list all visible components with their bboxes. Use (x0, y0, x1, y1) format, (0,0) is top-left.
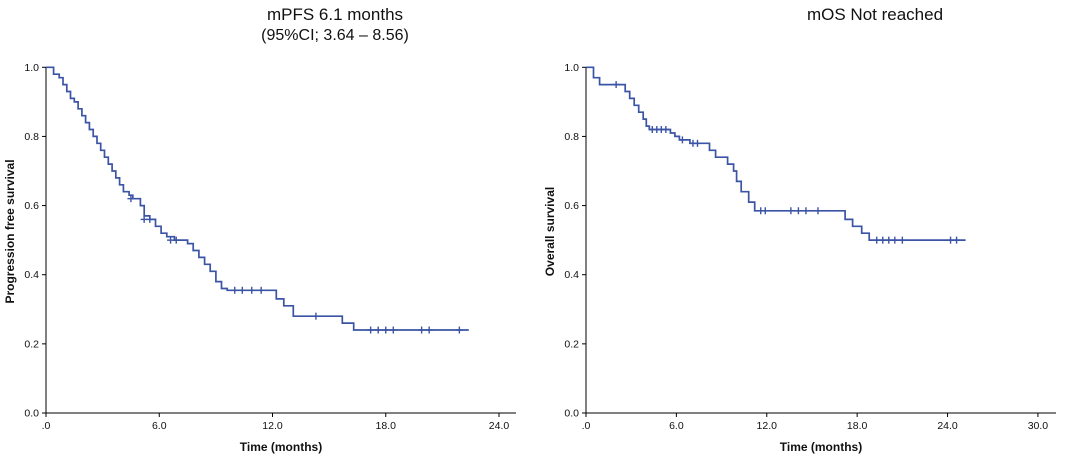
pfs-title-block: mPFS 6.1 months (95%CI; 3.64 – 8.56) (150, 4, 520, 47)
pfs-km-chart: 0.0 0.2 0.4 0.6 0.8 1.0 .0 6.0 12.0 18.0 24.0 Time … (3, 62, 516, 454)
svg-text:0.8: 0.8 (564, 131, 579, 143)
pfs-title: mPFS 6.1 months (266, 5, 404, 24)
svg-text:12.0: 12.0 (262, 420, 283, 432)
svg-text:0.2: 0.2 (564, 338, 579, 350)
svg-text:0.8: 0.8 (24, 131, 39, 143)
svg-text:18.0: 18.0 (376, 420, 397, 432)
svg-text:0.6: 0.6 (24, 200, 39, 212)
svg-text:.0: .0 (582, 420, 591, 432)
svg-text:6.0: 6.0 (669, 420, 684, 432)
pfs-subtitle: (95%CI; 3.64 – 8.56) (261, 27, 409, 45)
svg-text:0.2: 0.2 (24, 338, 39, 350)
svg-text:0.0: 0.0 (564, 408, 579, 420)
os-km-chart: 0.0 0.2 0.4 0.6 0.8 1.0 .0 6.0 12.0 18.0 24.0 30.0 T… (543, 62, 1056, 454)
pfs-panel: mPFS 6.1 months (95%CI; 3.64 – 8.56) 0.0… (3, 4, 520, 454)
svg-text:Time (months): Time (months) (240, 440, 322, 454)
svg-text:1.0: 1.0 (564, 62, 579, 74)
svg-text:0.0: 0.0 (24, 408, 39, 420)
svg-text:0.4: 0.4 (24, 269, 39, 281)
svg-text:18.0: 18.0 (847, 420, 868, 432)
os-title: mOS Not reached (806, 5, 944, 24)
svg-text:1.0: 1.0 (24, 62, 39, 74)
svg-text:6.0: 6.0 (152, 420, 167, 432)
os-panel: mOS Not reached 0.0 0.2 0.4 0.6 0.8 1.0 .0 6.0 1… (540, 0, 1080, 463)
svg-text:30.0: 30.0 (1028, 420, 1049, 432)
svg-text:.0: .0 (42, 420, 51, 432)
svg-text:Time (months): Time (months) (780, 440, 862, 454)
svg-text:Overall survival: Overall survival (543, 187, 557, 276)
svg-text:12.0: 12.0 (757, 420, 778, 432)
svg-text:24.0: 24.0 (937, 420, 958, 432)
svg-text:0.4: 0.4 (564, 269, 579, 281)
svg-text:24.0: 24.0 (489, 420, 510, 432)
svg-text:0.6: 0.6 (564, 200, 579, 212)
os-title-block: mOS Not reached (690, 4, 1060, 26)
svg-text:Progression free survival: Progression free survival (3, 159, 17, 303)
